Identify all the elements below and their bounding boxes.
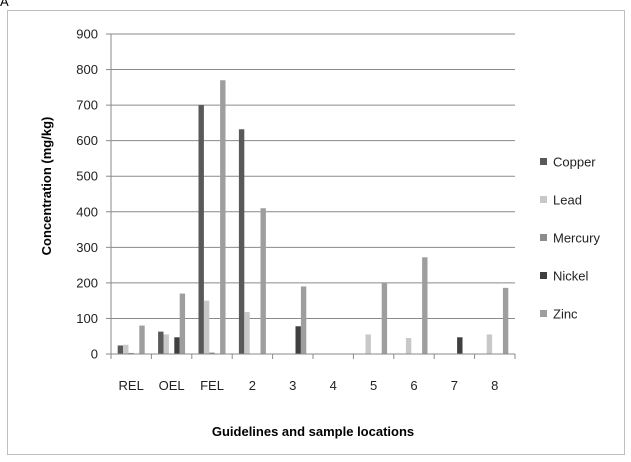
gridlines bbox=[111, 33, 515, 319]
bar-copper-fel bbox=[198, 105, 204, 354]
x-tick-label: 2 bbox=[249, 378, 256, 393]
y-tick-label: 900 bbox=[76, 27, 98, 42]
y-tick-label: 800 bbox=[76, 62, 98, 77]
legend-label-copper: Copper bbox=[553, 155, 596, 170]
y-tick-label: 700 bbox=[76, 98, 98, 113]
y-tick-label: 400 bbox=[76, 204, 98, 219]
legend: Copper Lead Mercury Nickel Zinc bbox=[540, 155, 600, 322]
legend-swatch-zinc bbox=[540, 310, 547, 317]
x-tick-label: 4 bbox=[330, 378, 337, 393]
bar-lead-6 bbox=[405, 338, 412, 354]
bars bbox=[117, 80, 509, 354]
x-axis-title: Guidelines and sample locations bbox=[212, 424, 414, 439]
y-tick-label: 0 bbox=[91, 347, 98, 362]
axes bbox=[106, 33, 516, 359]
x-tick-label: 6 bbox=[410, 378, 417, 393]
x-tick-labels: REL OEL FEL 2 3 4 5 6 7 8 bbox=[119, 378, 499, 393]
bar-copper-oel bbox=[158, 331, 164, 354]
bar-copper-2 bbox=[238, 129, 245, 354]
y-tick-labels: 0 100 200 300 400 500 600 700 800 900 bbox=[76, 27, 98, 362]
x-tick-label: OEL bbox=[159, 378, 185, 393]
y-axis-title: Concentration (mg/kg) bbox=[39, 117, 54, 256]
bar-lead-2 bbox=[244, 312, 250, 354]
bar-mercury-fel bbox=[209, 352, 215, 354]
bar-zinc-8 bbox=[502, 287, 509, 354]
y-tick-label: 300 bbox=[76, 240, 98, 255]
legend-swatch-lead bbox=[540, 196, 547, 203]
x-tick-label: REL bbox=[119, 378, 144, 393]
legend-label-zinc: Zinc bbox=[553, 307, 578, 322]
x-tick-label: 5 bbox=[370, 378, 377, 393]
legend-swatch-mercury bbox=[540, 234, 547, 241]
y-tick-label: 600 bbox=[76, 133, 98, 148]
x-tick-label: FEL bbox=[200, 378, 224, 393]
x-tick-label: 7 bbox=[451, 378, 458, 393]
bar-zinc-5 bbox=[381, 282, 388, 354]
bar-nickel-oel bbox=[174, 337, 180, 354]
bar-zinc-oel bbox=[179, 293, 186, 354]
y-tick-label: 500 bbox=[76, 169, 98, 184]
bar-zinc-6 bbox=[422, 257, 428, 354]
bar-zinc-rel bbox=[139, 325, 145, 354]
bar-lead-8 bbox=[486, 334, 493, 354]
x-tick-label: 8 bbox=[491, 378, 498, 393]
panel-label: A bbox=[0, 0, 9, 9]
x-tick-label: 3 bbox=[289, 378, 296, 393]
bar-zinc-3 bbox=[300, 286, 307, 354]
bar-zinc-2 bbox=[260, 208, 266, 354]
chart-frame bbox=[7, 10, 625, 455]
legend-swatch-copper bbox=[540, 158, 547, 165]
bar-nickel-3 bbox=[295, 326, 301, 354]
y-tick-label: 200 bbox=[76, 275, 98, 290]
bar-mercury-rel bbox=[128, 352, 134, 354]
bar-lead-fel bbox=[203, 300, 210, 354]
bar-lead-rel bbox=[123, 344, 129, 354]
legend-swatch-nickel bbox=[540, 272, 547, 279]
legend-label-lead: Lead bbox=[553, 193, 582, 208]
legend-label-nickel: Nickel bbox=[553, 269, 589, 284]
bar-nickel-7 bbox=[457, 337, 463, 354]
bar-copper-rel bbox=[117, 345, 124, 354]
bar-lead-5 bbox=[365, 334, 371, 354]
legend-label-mercury: Mercury bbox=[553, 231, 600, 246]
y-tick-label: 100 bbox=[76, 311, 98, 326]
bar-lead-oel bbox=[163, 334, 169, 354]
bar-zinc-fel bbox=[220, 80, 226, 354]
